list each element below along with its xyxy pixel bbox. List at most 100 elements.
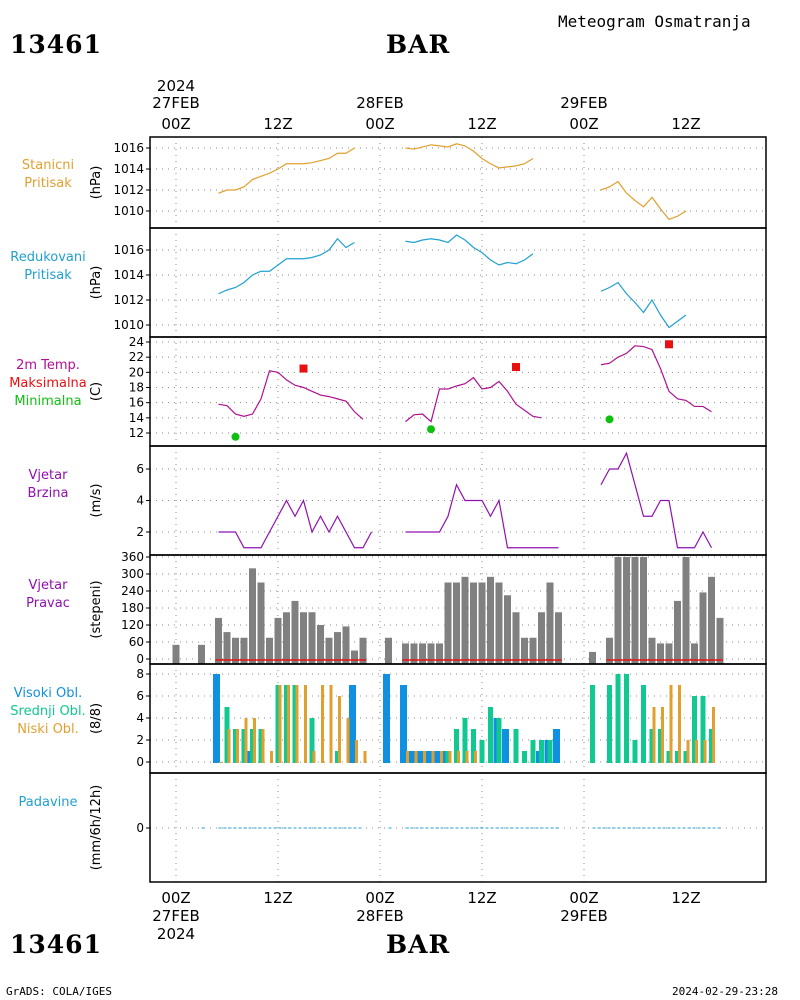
cloud-bar-2 [465,751,469,763]
cloud-bar-1 [284,685,289,763]
panel-label: Niski Obl. [17,722,79,737]
cloud-bar-2 [363,751,367,763]
y-tick-label: 360 [121,550,144,564]
y-tick-label: 1014 [113,162,144,176]
cloud-bar-1 [309,718,315,763]
y-tick-label: 120 [121,618,144,632]
wind-dir-bar [487,576,494,664]
y-tick-label: 18 [129,381,144,395]
wind-dir-bar [351,650,358,664]
wind-dir-bar [240,637,248,664]
wind-dir-bar [546,582,554,664]
wind-dir-bar [232,637,239,664]
wind-dir-bar [631,557,639,664]
wind-dir-bar [444,582,452,664]
wind-dir-bar [606,637,613,664]
pressure-series-line [218,147,355,194]
wind-dir-bar [648,637,656,664]
cloud-bar-2 [270,751,273,763]
cloud-bar-1 [522,751,527,763]
wind-dir-bar [427,643,435,664]
cloud-bar-2 [236,729,239,763]
cloud-bar-2 [669,685,673,763]
y-tick-label: 6 [136,462,144,476]
tmin-marker [427,425,435,434]
cloud-bar-1 [641,685,646,763]
wind-dir-bar [300,612,307,664]
cloud-bar-1 [224,707,230,763]
cloud-bar-1 [700,696,706,763]
reduced-series-line [600,281,687,329]
cloud-bar-2 [406,751,409,763]
cloud-bar-2 [423,751,426,763]
station-id-bottom: 13461 [10,930,102,959]
wind-dir-bar [274,617,282,664]
credit-text: GrADS: COLA/IGES [6,985,112,998]
cloud-bar-2 [329,685,333,763]
cloud-bar-1 [666,751,672,763]
y-tick-label: 0 [136,821,144,835]
bottom-hour-label: 00Z [569,889,598,907]
tmin-marker [231,432,240,441]
wind-dir-bar [716,617,724,664]
wind-dir-bar [529,637,537,664]
cloud-bar-1 [607,685,612,763]
panel-label: Pritisak [24,176,72,191]
cloud-bar-2 [652,707,656,763]
wind-dir-bar [657,643,664,664]
wind-dir-bar [198,644,205,664]
bottom-hour-label: 12Z [671,889,700,907]
wind-dir-bar [478,582,486,664]
cloud-bar-1 [275,685,281,763]
y-tick-label: 12 [129,426,144,440]
wind-dir-bar [334,632,341,664]
cloud-bar-2 [686,740,690,763]
wind-dir-bar [359,637,367,664]
wind-dir-bar [266,637,273,664]
cloud-bar-2 [287,685,290,763]
cloud-bar-2 [440,751,443,763]
wind-dir-bar [665,643,673,664]
y-tick-label: 0 [136,755,144,769]
wind-dir-bar [453,582,460,664]
cloud-bar-1 [683,751,689,763]
axis-unit-label: (8/8) [89,703,104,734]
panel-frame [149,136,767,229]
wind-dir-bar [325,637,333,664]
top-hour-label: 00Z [161,115,190,133]
cloud-bar-1 [454,729,459,763]
station-id-top: 13461 [10,30,102,59]
cloud-bar-2 [244,718,248,763]
cloud-bar-1 [709,729,714,763]
y-tick-label: 8 [136,667,144,681]
wind-dir-bar [410,643,418,664]
y-tick-label: 1016 [113,141,144,155]
cloud-bar-2 [703,740,707,763]
wind-dir-bar [538,612,545,664]
tmin-marker [605,415,614,424]
cloud-bar-0 [502,729,509,763]
pressure-series-line [405,143,534,169]
cloud-bar-1 [632,740,638,763]
cloud-bar-1 [335,751,340,763]
chart-title: Meteogram Osmatranja [558,12,751,31]
pressure-series-line [600,180,687,221]
bottom-year-label: 2024 [157,925,195,943]
cloud-bar-2 [261,729,265,763]
wind-dir-bar [589,651,596,664]
tmax-marker [299,364,308,373]
top-hour-label: 00Z [569,115,598,133]
temp-series-line [218,370,364,420]
bottom-date-label: 29FEB [560,907,607,925]
cloud-bar-0 [408,751,416,763]
y-tick-label: 4 [136,711,144,725]
axis-unit-label: (m/s) [89,484,104,518]
wind-dir-bar [342,626,350,664]
cloud-bar-2 [695,740,698,763]
wind-dir-bar [172,644,180,664]
panel-label: Stanicni [22,158,74,173]
wind_speed-series-line [218,498,373,549]
bottom-date-label: 27FEB [152,907,199,925]
wind-dir-bar [257,582,265,664]
cloud-bar-0 [383,674,390,763]
